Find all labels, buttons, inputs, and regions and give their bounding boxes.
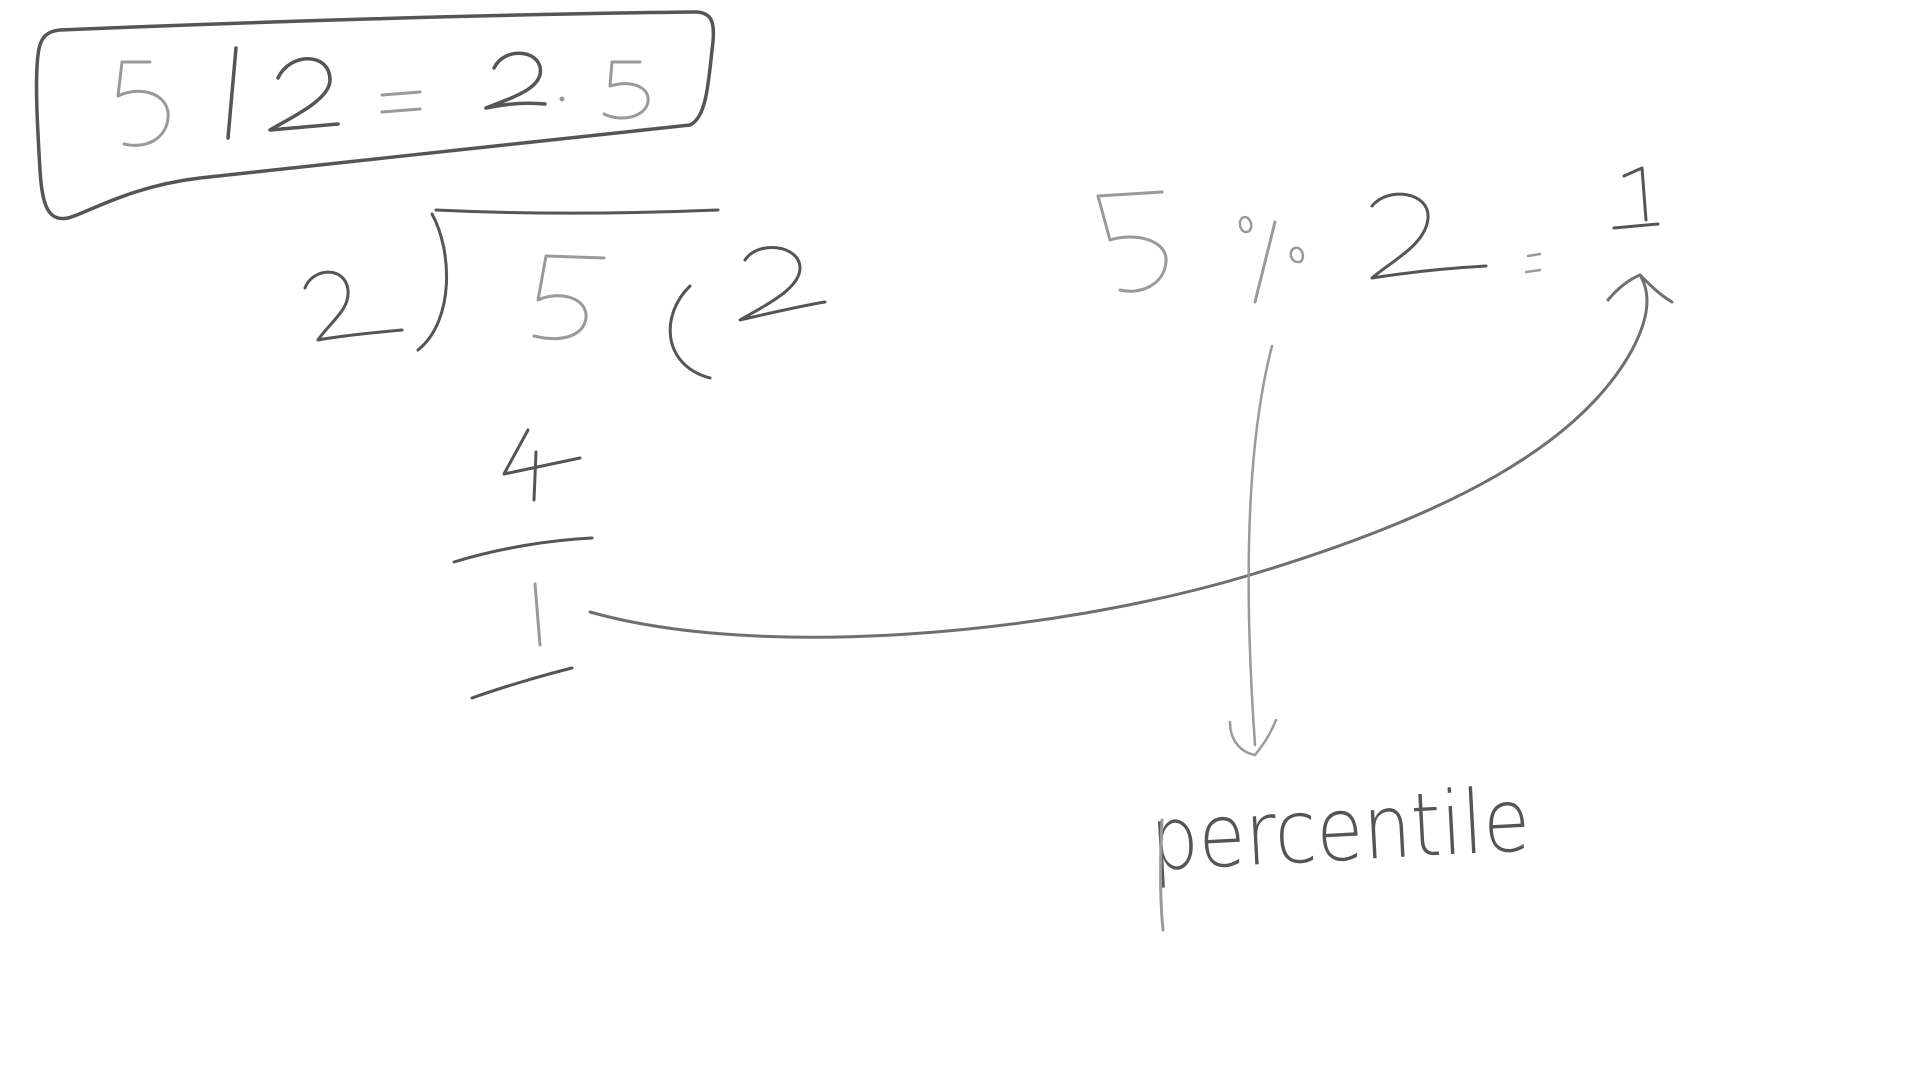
modulo-divisor: [1370, 192, 1488, 280]
long-division-dividend: [532, 254, 606, 340]
division-overline: [434, 208, 720, 215]
remainder-arrow-head: [1606, 273, 1674, 304]
remainder-underline: [470, 666, 574, 700]
modulo-dividend: [1096, 190, 1168, 293]
glyph-decimal-point: [559, 96, 565, 102]
glyph-5: [116, 60, 170, 147]
long-division-product: [502, 428, 582, 502]
glyph-2: [268, 57, 340, 132]
glyph-equals: [380, 90, 422, 114]
percentile-label: percentile: [1148, 768, 1533, 891]
equation-box: [34, 10, 716, 221]
percent-arrow-head: [1228, 718, 1278, 757]
glyph-2b: [484, 51, 547, 110]
modulo-percent-slash: [1253, 220, 1277, 304]
percentile-p-stem: [1159, 818, 1165, 932]
modulo-equals: [1524, 252, 1542, 274]
long-division: [303, 208, 827, 700]
quotient-paren: [668, 284, 712, 380]
long-division-divisor: [303, 270, 404, 342]
remainder-arrow-curve: [588, 273, 1649, 639]
long-division-remainder: [533, 582, 542, 647]
boxed-equation: [34, 10, 716, 221]
modulo-percent-circle-a: [1238, 215, 1253, 234]
percent-arrow-line: [1247, 344, 1274, 747]
modulo-result: [1612, 166, 1660, 230]
division-bracket: [416, 212, 449, 352]
glyph-5b: [602, 60, 650, 120]
modulo-percent-circle-b: [1289, 246, 1305, 264]
glyph-slash: [226, 46, 238, 140]
modulo-equation: [1096, 166, 1660, 304]
subtraction-line: [452, 536, 594, 564]
long-division-quotient: [738, 246, 827, 322]
percent-annotation-arrow: [1228, 344, 1278, 757]
remainder-arrow: [588, 273, 1674, 639]
